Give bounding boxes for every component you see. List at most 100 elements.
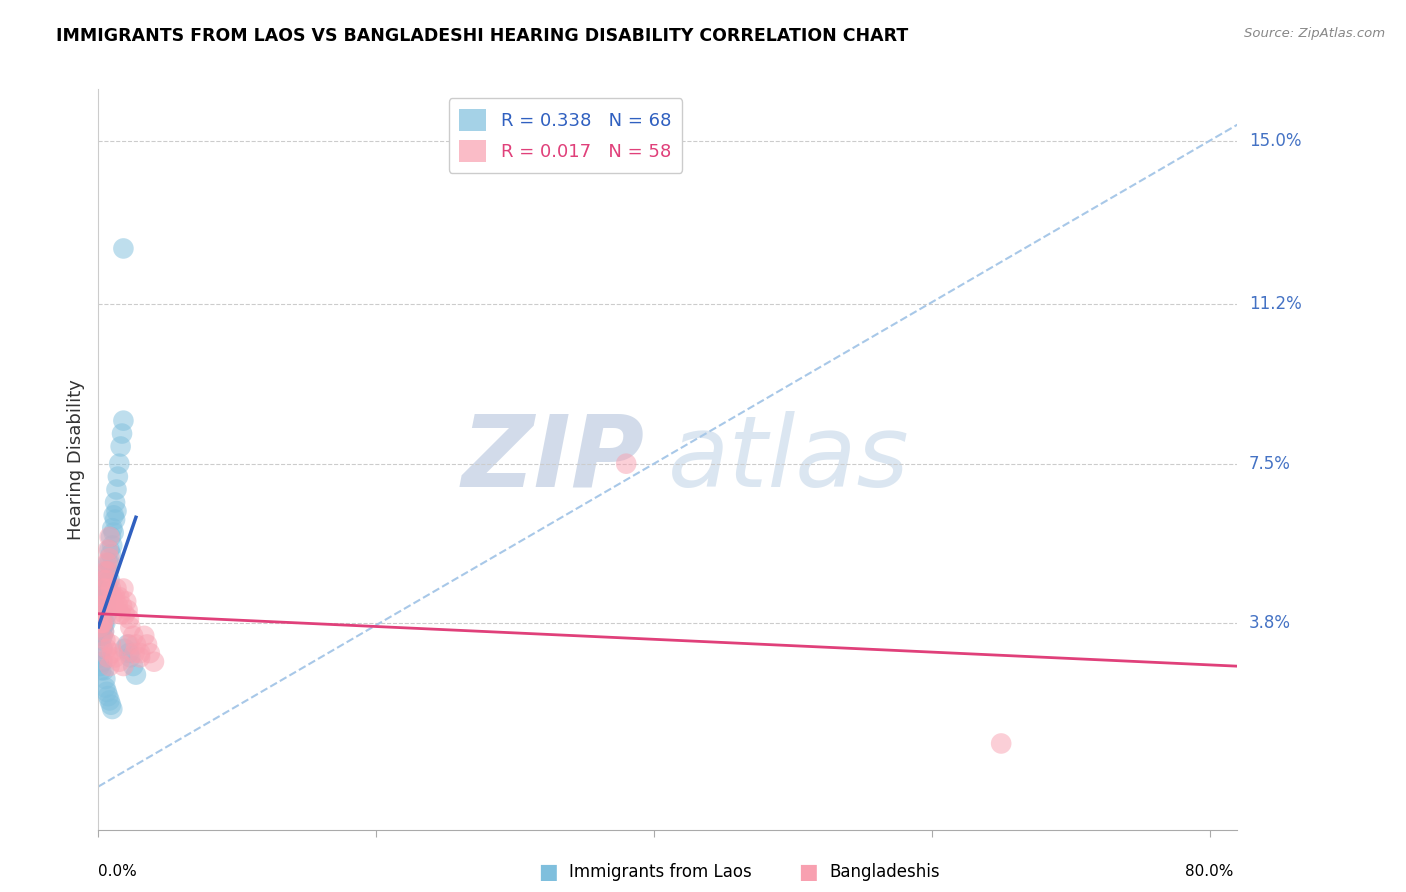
Point	[90, 603, 112, 617]
Point	[96, 573, 118, 587]
Point	[122, 629, 145, 643]
Point	[107, 469, 129, 483]
Point	[112, 242, 135, 256]
Text: 11.2%: 11.2%	[1249, 295, 1302, 313]
Point	[93, 582, 115, 596]
Point	[100, 637, 122, 651]
Point	[129, 646, 152, 660]
Point	[101, 539, 124, 553]
Point	[91, 586, 114, 600]
Point	[114, 641, 136, 656]
Point	[94, 615, 117, 630]
Point	[93, 615, 115, 630]
Point	[105, 504, 128, 518]
Point	[90, 615, 112, 630]
Point	[97, 650, 120, 665]
Point	[125, 637, 148, 651]
Point	[101, 646, 124, 660]
Point	[104, 650, 127, 665]
Point	[100, 530, 122, 544]
Point	[100, 547, 122, 561]
Point	[90, 624, 112, 639]
Point	[124, 646, 146, 660]
Point	[96, 607, 118, 622]
Point	[90, 599, 112, 613]
Text: 80.0%: 80.0%	[1185, 864, 1233, 879]
Point	[990, 736, 1012, 750]
Point	[143, 655, 166, 669]
Point	[93, 663, 115, 677]
Point	[89, 620, 111, 634]
Point	[94, 599, 117, 613]
Point	[91, 615, 114, 630]
Point	[139, 646, 162, 660]
Point	[115, 594, 138, 608]
Point	[94, 681, 117, 695]
Point	[134, 629, 156, 643]
Point	[90, 663, 112, 677]
Point	[112, 414, 135, 428]
Point	[108, 590, 131, 604]
Point	[117, 637, 139, 651]
Point	[100, 599, 122, 613]
Point	[101, 702, 124, 716]
Point	[111, 426, 134, 441]
Point	[98, 556, 121, 570]
Point	[96, 577, 118, 591]
Point	[91, 620, 114, 634]
Point	[91, 607, 114, 622]
Point	[98, 542, 121, 557]
Point	[110, 607, 132, 622]
Point	[96, 641, 118, 656]
Point	[93, 624, 115, 639]
Point	[91, 599, 114, 613]
Point	[89, 659, 111, 673]
Text: Bangladeshis: Bangladeshis	[830, 863, 941, 881]
Point	[101, 521, 124, 535]
Point	[91, 629, 114, 643]
Point	[107, 599, 129, 613]
Point	[103, 599, 125, 613]
Point	[90, 615, 112, 630]
Point	[105, 483, 128, 497]
Point	[94, 564, 117, 578]
Point	[93, 590, 115, 604]
Legend: R = 0.338   N = 68, R = 0.017   N = 58: R = 0.338 N = 68, R = 0.017 N = 58	[449, 98, 682, 173]
Y-axis label: Hearing Disability: Hearing Disability	[66, 379, 84, 540]
Point	[104, 495, 127, 509]
Point	[96, 564, 118, 578]
Point	[89, 620, 111, 634]
Point	[93, 573, 115, 587]
Text: atlas: atlas	[668, 411, 910, 508]
Text: ■: ■	[799, 863, 818, 882]
Point	[89, 612, 111, 626]
Point	[97, 582, 120, 596]
Point	[96, 556, 118, 570]
Point	[94, 599, 117, 613]
Text: 3.8%: 3.8%	[1249, 614, 1291, 632]
Text: Source: ZipAtlas.com: Source: ZipAtlas.com	[1244, 27, 1385, 40]
Point	[118, 612, 141, 626]
Point	[94, 573, 117, 587]
Point	[112, 582, 135, 596]
Point	[96, 590, 118, 604]
Point	[104, 513, 127, 527]
Point	[614, 457, 637, 471]
Text: ■: ■	[538, 863, 558, 882]
Point	[114, 607, 136, 622]
Point	[97, 689, 120, 703]
Point	[110, 440, 132, 454]
Point	[101, 607, 124, 622]
Point	[90, 633, 112, 648]
Point	[93, 603, 115, 617]
Point	[103, 508, 125, 523]
Text: 0.0%: 0.0%	[98, 864, 138, 879]
Text: IMMIGRANTS FROM LAOS VS BANGLADESHI HEARING DISABILITY CORRELATION CHART: IMMIGRANTS FROM LAOS VS BANGLADESHI HEAR…	[56, 27, 908, 45]
Point	[91, 655, 114, 669]
Point	[108, 457, 131, 471]
Point	[98, 573, 121, 587]
Point	[89, 629, 111, 643]
Point	[125, 667, 148, 681]
Point	[89, 599, 111, 613]
Point	[90, 594, 112, 608]
